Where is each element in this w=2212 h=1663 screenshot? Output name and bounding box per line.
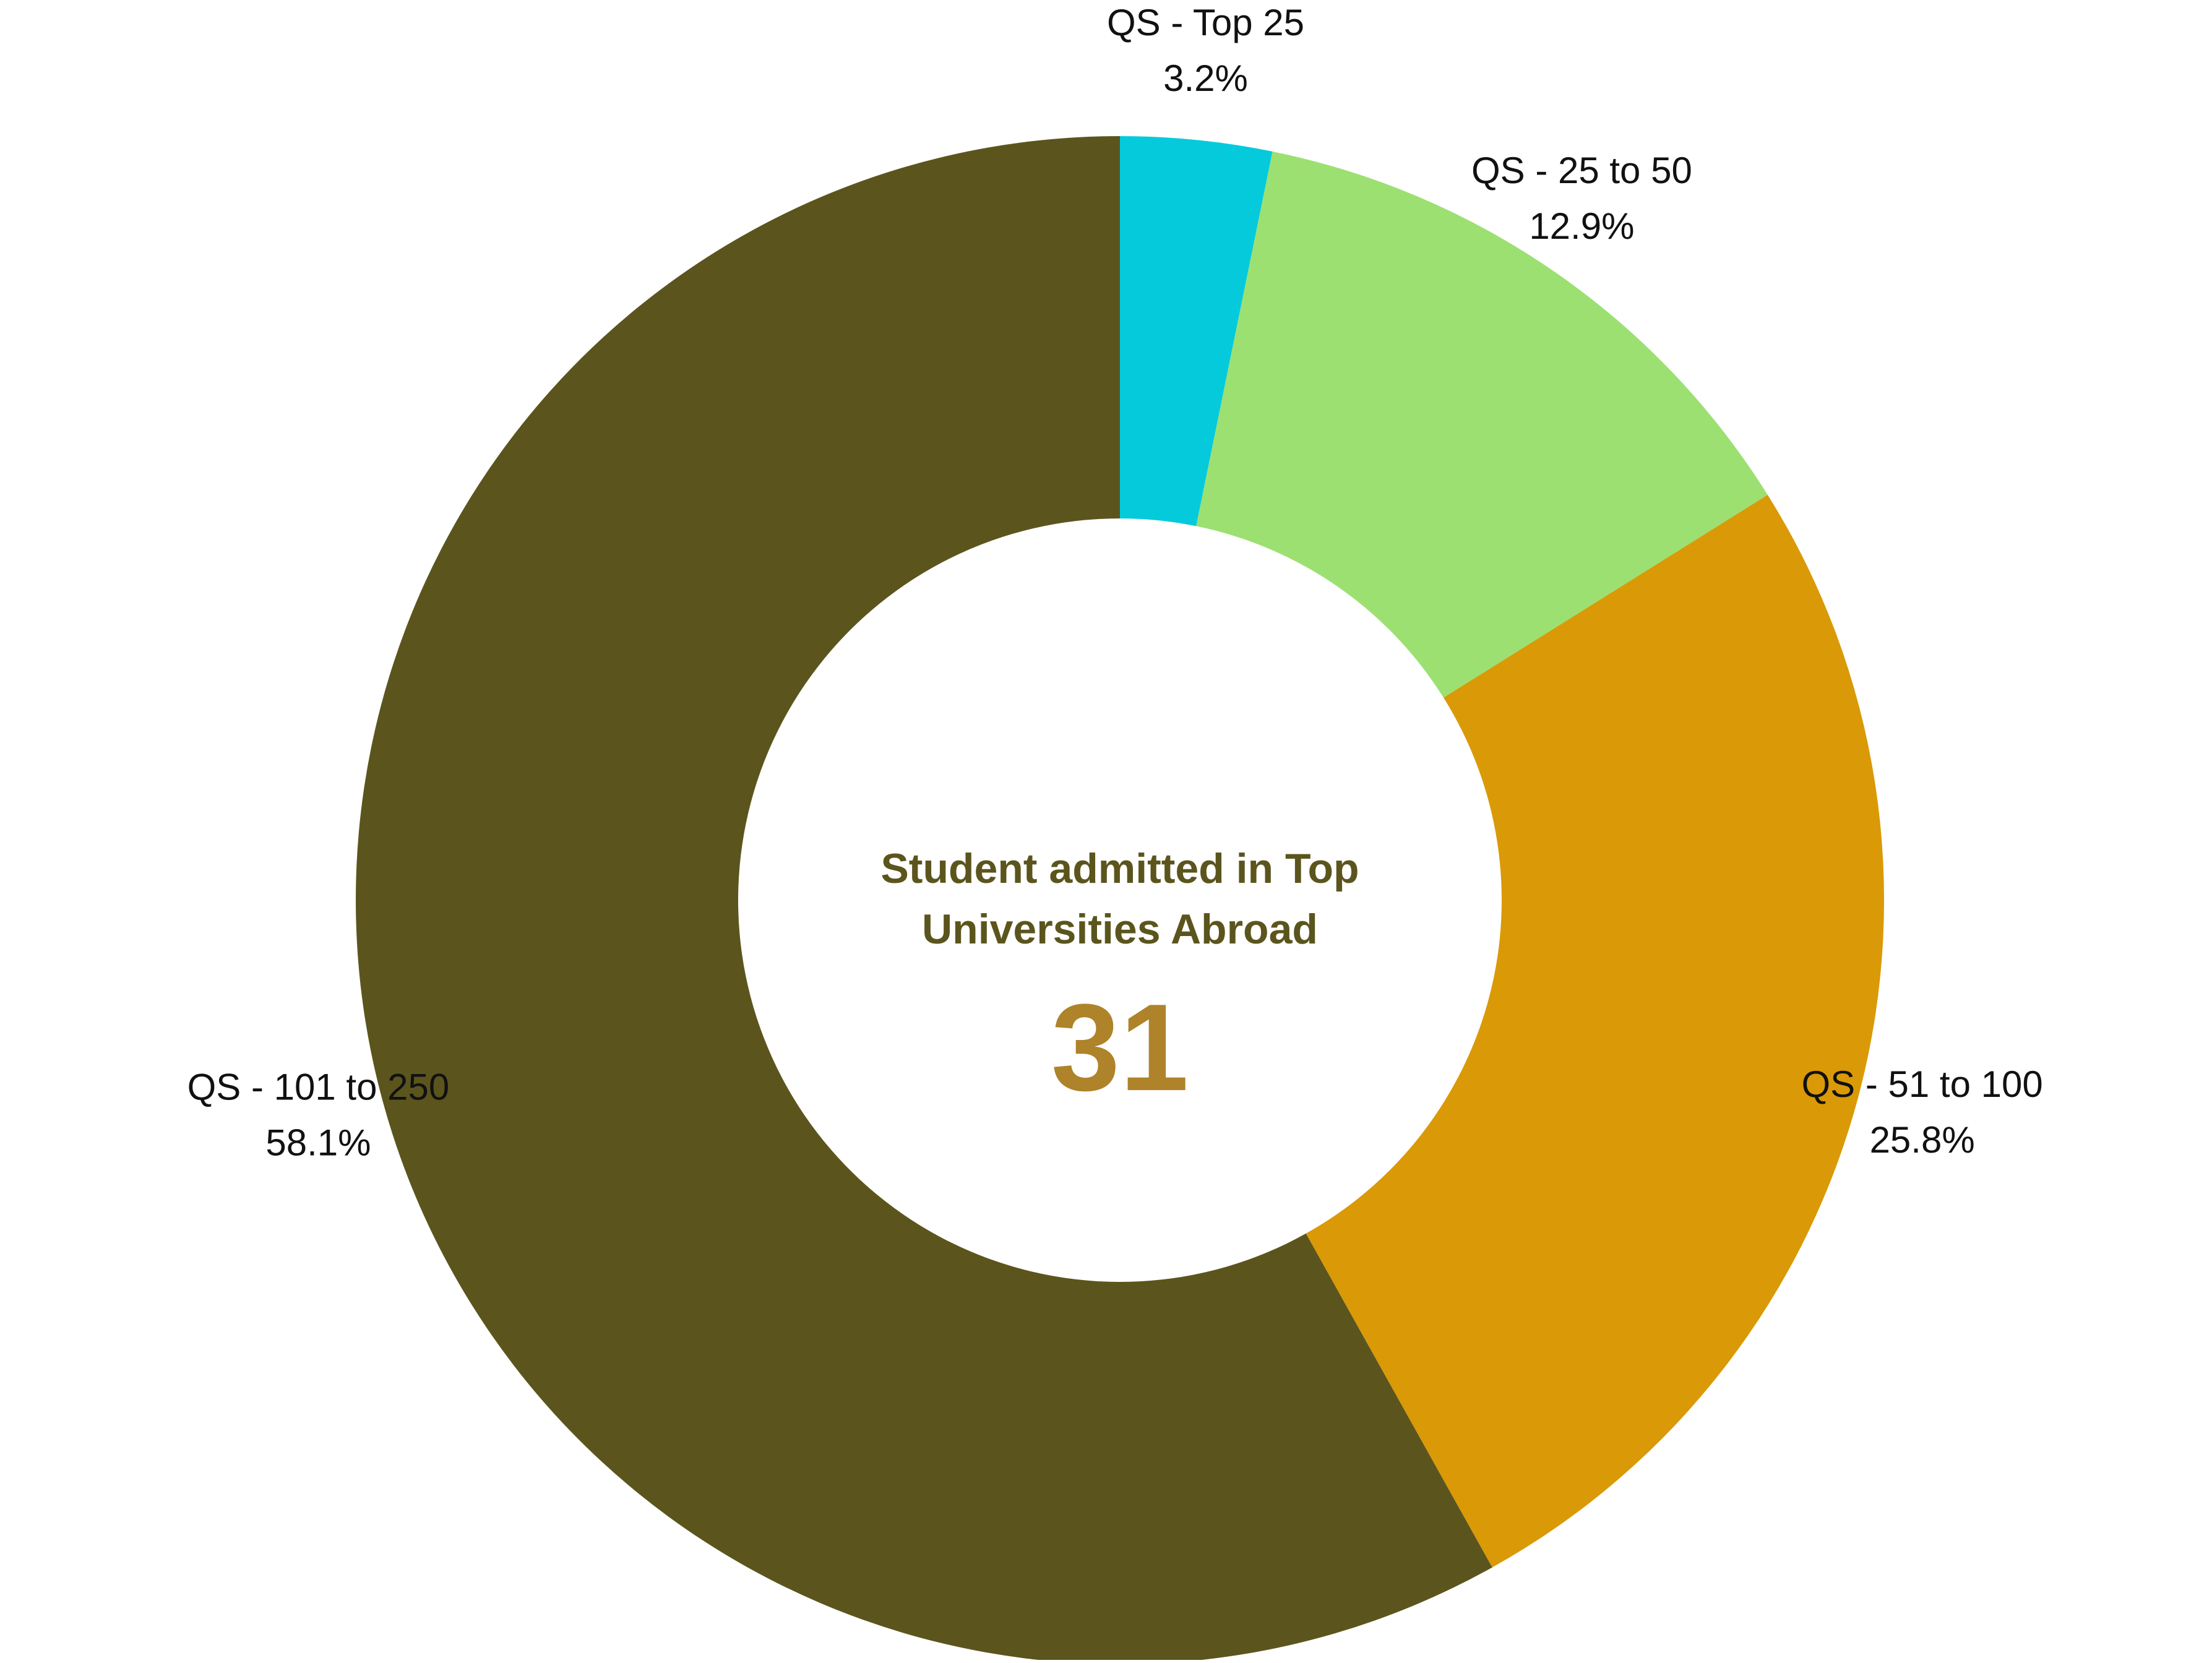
slice-qs-51-to-100 bbox=[1306, 494, 1884, 1568]
slices-group bbox=[356, 136, 1884, 1663]
slice-label-qs-51-to-100: QS - 51 to 100 bbox=[1802, 1064, 2043, 1105]
slice-value-label-qs-51-to-100: 25.8% bbox=[1870, 1119, 1975, 1161]
slice-value-label-qs-top-25: 3.2% bbox=[1163, 58, 1248, 99]
center-total-value: 31 bbox=[1051, 979, 1189, 1117]
center-title-line-1: Student admitted in Top bbox=[880, 845, 1359, 892]
slice-labels-group: QS - Top 25 3.2% QS - 25 to 50 12.9% QS - 51… bbox=[187, 2, 2043, 1163]
center-title-line-2: Universities Abroad bbox=[922, 906, 1318, 953]
slice-label-qs-101-to-250: QS - 101 to 250 bbox=[187, 1066, 450, 1107]
slice-qs-25-to-50 bbox=[1196, 151, 1768, 698]
slice-label-qs-25-to-50: QS - 25 to 50 bbox=[1471, 150, 1692, 191]
slice-label-qs-top-25: QS - Top 25 bbox=[1107, 2, 1304, 43]
slice-qs-top-25 bbox=[1120, 136, 1273, 526]
slice-value-label-qs-25-to-50: 12.9% bbox=[1529, 205, 1634, 247]
center-group: Student admitted in Top Universities Abr… bbox=[880, 845, 1359, 1117]
slice-qs-101-to-250 bbox=[356, 136, 1492, 1663]
slice-value-label-qs-101-to-250: 58.1% bbox=[265, 1122, 371, 1163]
